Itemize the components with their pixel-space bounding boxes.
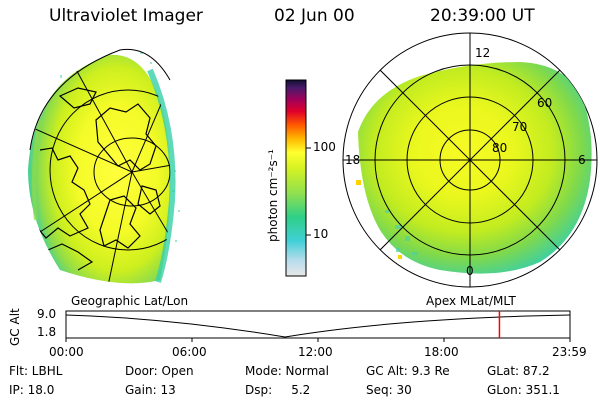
observation-date: 02 Jun 00: [274, 6, 355, 26]
polar-plot-panel: [342, 32, 598, 288]
globe-coastlines: [35, 87, 161, 271]
info-glon: GLon: 351.1: [487, 383, 560, 397]
colorbar-tick-10: 10: [313, 227, 329, 241]
auroral-oval-emission: [358, 62, 592, 274]
info-filter: Flt: LBHL: [9, 364, 63, 378]
altitude-axis-label: GC Alt: [8, 308, 22, 346]
altitude-curve: [65, 314, 571, 338]
colorbar-gradient: [285, 79, 307, 277]
time-tick-0: 00:00: [49, 345, 84, 359]
colorbar-unit-label: photon cm⁻²s⁻¹: [266, 149, 280, 242]
left-panel-label: Geographic Lat/Lon: [71, 294, 189, 308]
time-tick-2: 12:00: [298, 345, 333, 359]
colorbar: [285, 79, 311, 277]
polar-noise: [385, 210, 418, 255]
observation-time: 20:39:00 UT: [430, 6, 535, 26]
info-glat: GLat: 87.2: [487, 364, 550, 378]
lat-label-60: 60: [537, 96, 553, 110]
polar-hotspots: [356, 180, 402, 259]
lat-label-80: 80: [492, 141, 508, 155]
mlt-label-6: 6: [578, 153, 586, 167]
time-tick-3: 18:00: [424, 345, 459, 359]
globe-emission: [28, 54, 171, 284]
altitude-y-min: 1.8: [37, 325, 57, 339]
instrument-title: Ultraviolet Imager: [49, 6, 203, 26]
right-panel-label: Apex MLat/MLT: [426, 294, 516, 308]
info-ip: IP: 18.0: [9, 383, 55, 397]
time-tick-4: 23:59: [552, 345, 587, 359]
time-tick-1: 06:00: [172, 345, 207, 359]
info-dsp: Dsp: 5.2: [245, 383, 311, 397]
polar-grid: [343, 33, 597, 287]
altitude-strip-frame: [65, 310, 571, 339]
altitude-strip: [65, 310, 571, 342]
info-door: Door: Open: [125, 364, 194, 378]
altitude-strip-ticks: [65, 338, 571, 342]
info-mode: Mode: Normal: [245, 364, 329, 378]
lat-label-70: 70: [512, 120, 528, 134]
mlt-label-0: 0: [466, 264, 474, 278]
info-gc-alt: GC Alt: 9.3 Re: [366, 364, 450, 378]
mlt-label-18: 18: [345, 153, 361, 167]
geographic-globe-panel: [28, 48, 180, 284]
colorbar-tick-100: 100: [313, 140, 336, 154]
mlt-label-12: 12: [475, 46, 491, 60]
info-gain: Gain: 13: [125, 383, 176, 397]
altitude-y-max: 9.0: [37, 307, 57, 321]
info-seq: Seq: 30: [366, 383, 412, 397]
